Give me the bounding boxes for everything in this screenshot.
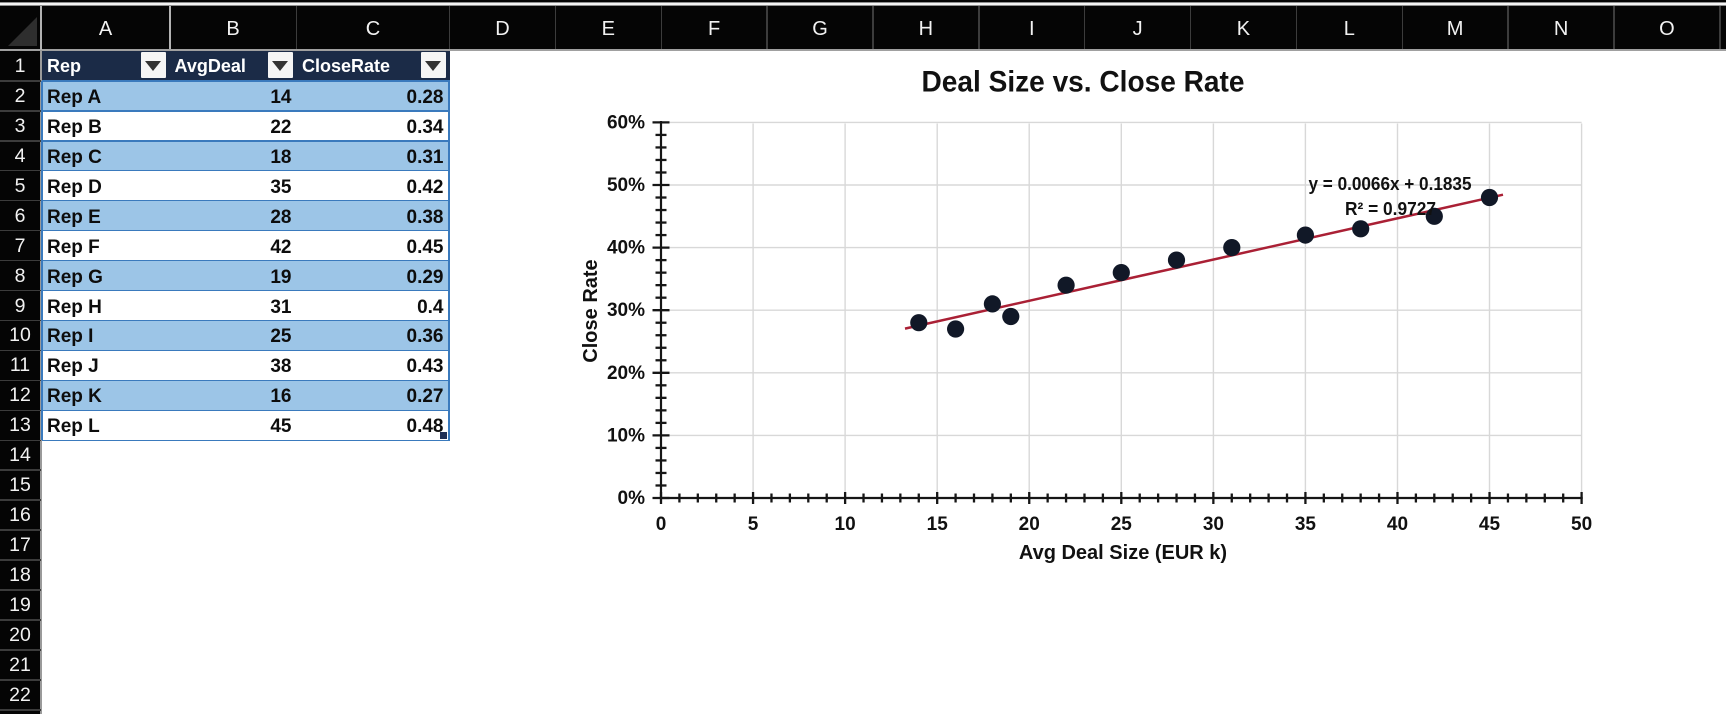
svg-text:Deal Size vs. Close Rate: Deal Size vs. Close Rate	[922, 66, 1245, 99]
svg-text:40: 40	[1387, 514, 1408, 535]
svg-text:20: 20	[1019, 514, 1040, 535]
svg-text:30: 30	[1203, 514, 1224, 535]
svg-text:35: 35	[1295, 514, 1317, 535]
svg-text:10%: 10%	[607, 425, 645, 446]
svg-text:Avg Deal Size (EUR k): Avg Deal Size (EUR k)	[1019, 542, 1227, 564]
svg-text:60%: 60%	[607, 112, 645, 133]
svg-text:20%: 20%	[607, 363, 645, 384]
svg-text:15: 15	[927, 514, 949, 535]
svg-text:40%: 40%	[607, 238, 645, 259]
svg-text:y = 0.0066x + 0.1835: y = 0.0066x + 0.1835	[1309, 174, 1472, 194]
svg-text:25: 25	[1111, 514, 1133, 535]
svg-text:0: 0	[656, 514, 667, 535]
svg-text:50%: 50%	[607, 175, 645, 196]
svg-text:Close Rate: Close Rate	[580, 259, 602, 362]
svg-text:30%: 30%	[607, 300, 645, 321]
svg-text:50: 50	[1571, 514, 1592, 535]
svg-text:5: 5	[748, 514, 759, 535]
svg-text:10: 10	[835, 514, 856, 535]
svg-text:0%: 0%	[618, 488, 646, 509]
svg-text:45: 45	[1479, 514, 1501, 535]
svg-text:R² = 0.9727: R² = 0.9727	[1345, 199, 1436, 219]
